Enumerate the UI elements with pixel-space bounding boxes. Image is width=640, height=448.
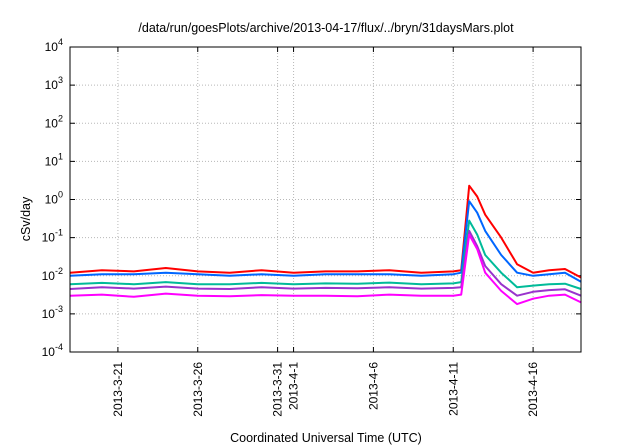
y-ticks: 10-4 10-3 10-2 10-1 100 101 102 103 104 [42,37,581,359]
chart-title: /data/run/goesPlots/archive/2013-04-17/f… [138,21,514,35]
series-line [69,233,582,306]
y-tick-label: 10-4 [42,342,63,359]
y-tick-label: 101 [45,151,63,168]
x-axis-label: Coordinated Universal Time (UTC) [230,431,422,445]
y-tick-label: 10-3 [42,304,63,321]
y-tick-label: 10-1 [42,228,63,245]
y-axis-label: cSv/day [19,196,33,241]
x-tick-label: 2013-4-1 [287,362,301,410]
series-line [69,229,582,297]
x-tick-label: 2013-4-16 [526,362,540,417]
x-ticks: 2013-3-21 2013-3-26 2013-3-31 2013-4-1 2013-… [111,47,540,417]
y-tick-label: 102 [45,113,63,130]
x-tick-label: 2013-3-31 [271,362,285,417]
series-line [69,184,582,279]
y-tick-label: 104 [45,37,63,54]
y-tick-label: 10-2 [42,266,63,283]
series-line [69,219,582,290]
grid [70,46,581,353]
x-tick-label: 2013-4-6 [366,362,380,410]
y-tick-label: 100 [45,190,63,207]
series-group [69,184,582,306]
x-tick-label: 2013-3-21 [111,362,125,417]
series-line [69,200,582,283]
x-tick-label: 2013-4-11 [446,362,460,416]
plot-frame [69,46,582,353]
y-tick-label: 103 [45,75,63,92]
x-tick-label: 2013-3-26 [191,362,205,417]
